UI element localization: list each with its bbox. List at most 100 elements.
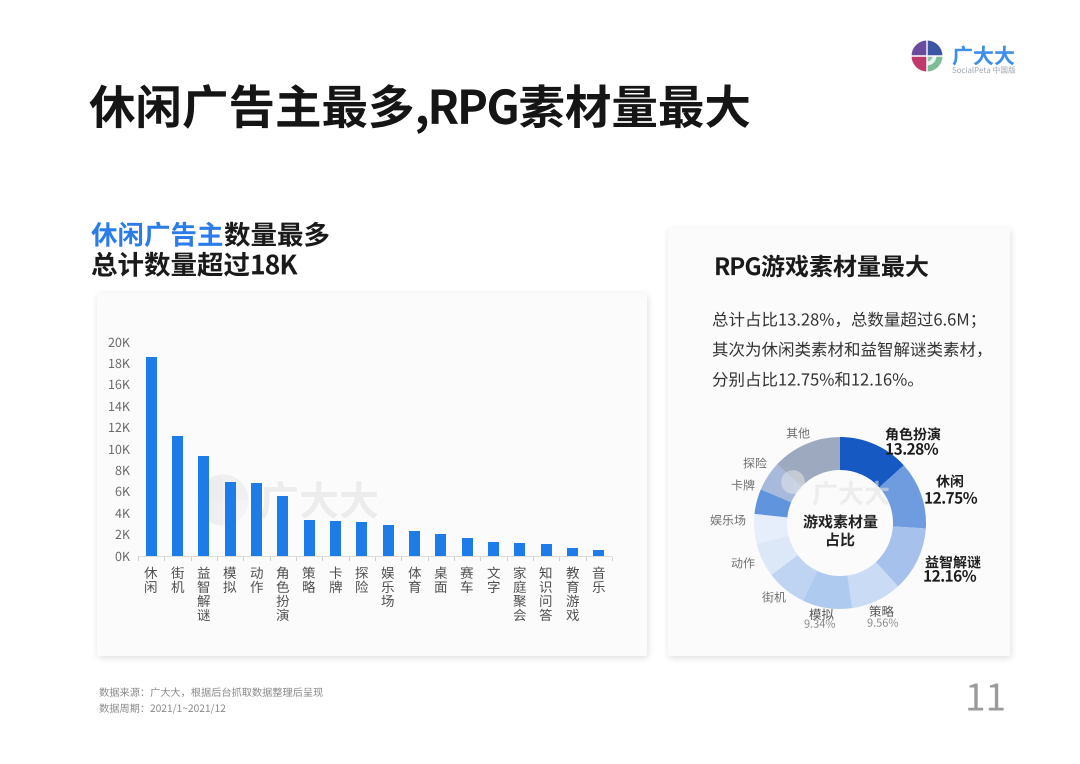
- x-axis-tick: [401, 557, 403, 561]
- logo-quadrant-bl: [911, 56, 927, 72]
- left-headline-line2: [91, 251, 298, 278]
- x-category-label: [250, 566, 264, 594]
- x-category-label: [487, 566, 501, 594]
- x-axis-line: [138, 556, 612, 557]
- watermark-bar-text: [259, 480, 379, 520]
- bar-chart-card: [97, 293, 647, 656]
- x-axis-tick: [427, 557, 429, 561]
- donut-segment-pct-label: [924, 490, 977, 506]
- x-category-label: [513, 566, 527, 622]
- donut-segment-7: [756, 535, 798, 575]
- bar: [172, 436, 183, 556]
- watermark-quadrant: [781, 470, 793, 482]
- bar: [145, 356, 157, 556]
- donut-segment-label: [868, 605, 894, 618]
- y-axis-label: [115, 550, 130, 563]
- donut-center-label-line2: [825, 531, 855, 547]
- donut-segment-label: [731, 479, 755, 491]
- x-axis-tick: [375, 557, 376, 561]
- bar: [514, 543, 526, 556]
- x-category-label: [170, 566, 185, 594]
- x-axis-tick: [269, 557, 271, 561]
- donut-segment-label: [936, 474, 964, 488]
- donut-segment-5: [802, 570, 853, 609]
- x-category-label: [302, 566, 316, 594]
- x-category-label: [434, 566, 448, 594]
- x-axis-tick: [559, 557, 561, 561]
- left-headline: [91, 221, 330, 248]
- logo-quadrant-tr: [927, 40, 943, 56]
- x-category-label: [276, 566, 290, 622]
- x-axis-tick: [217, 557, 218, 561]
- x-axis-tick: [454, 557, 455, 561]
- x-axis-tick: [138, 557, 139, 561]
- bar: [488, 541, 499, 556]
- donut-card-body-line3: [712, 371, 924, 388]
- watermark-donut: [812, 480, 890, 506]
- brand-logo: [910, 38, 1050, 76]
- x-category-label: [144, 566, 158, 594]
- bar: [356, 521, 368, 556]
- left-headline-rest: [224, 221, 330, 248]
- donut-segment-6: [771, 554, 818, 601]
- donut-chart: [668, 228, 1010, 656]
- donut-card: [668, 228, 1010, 656]
- watermark-quadrant: [793, 482, 805, 494]
- bar: [461, 537, 473, 556]
- donut-segment-label: [885, 426, 941, 441]
- x-axis-tick: [243, 557, 245, 561]
- x-axis-tick: [348, 557, 350, 561]
- donut-card-body-line1: [712, 311, 986, 329]
- donut-segment-2: [879, 465, 927, 529]
- bar: [567, 547, 578, 556]
- x-axis-tick: [164, 557, 166, 561]
- page-number: [965, 678, 1006, 715]
- donut-segment-pct-label: [867, 617, 899, 628]
- watermark-donut-logo: [781, 470, 805, 494]
- bar: [593, 550, 605, 556]
- x-category-label: [408, 566, 422, 594]
- x-category-label: [329, 566, 343, 594]
- bar: [251, 483, 262, 556]
- bar: [540, 544, 552, 556]
- bar: [330, 520, 341, 556]
- bar: [277, 496, 289, 556]
- y-axis-label: [115, 528, 130, 541]
- donut-segment-label: [925, 554, 981, 569]
- donut-segment-9: [754, 489, 792, 518]
- bar-chart: [97, 293, 647, 656]
- bar: [435, 533, 447, 556]
- footer-source: [99, 687, 323, 697]
- y-axis-label: [108, 378, 130, 391]
- y-axis-label: [115, 464, 130, 477]
- logo-swoosh-inner: [927, 56, 933, 62]
- donut-segment-label: [731, 557, 755, 569]
- donut-segment-4: [847, 562, 899, 609]
- y-axis-label: [108, 357, 130, 370]
- bar: [198, 456, 210, 556]
- bar: [382, 524, 394, 556]
- x-category-label: [381, 566, 395, 608]
- watermark-quadrant: [793, 470, 805, 482]
- donut-card-body-line2: [712, 341, 993, 358]
- page-title: [89, 83, 751, 134]
- x-category-label: [539, 566, 553, 622]
- donut-segment-label: [743, 457, 767, 469]
- x-axis-tick: [506, 557, 508, 561]
- donut-segment-pct-label: [923, 568, 977, 584]
- x-axis-tick: [480, 557, 482, 561]
- x-category-label: [592, 566, 606, 594]
- bar: [224, 482, 236, 556]
- watermark-quadrant: [781, 482, 793, 494]
- donut-segment-pct-label: [885, 441, 939, 457]
- donut-segment-pct-label: [804, 618, 836, 629]
- x-axis-tick: [585, 557, 587, 561]
- y-axis-label: [108, 400, 130, 413]
- donut-segment-label: [786, 427, 810, 439]
- donut-segment-8: [753, 513, 789, 544]
- x-category-label: [223, 566, 237, 594]
- y-axis-label: [108, 421, 130, 434]
- x-category-label: [197, 566, 211, 622]
- brand-subtitle: [952, 65, 1016, 74]
